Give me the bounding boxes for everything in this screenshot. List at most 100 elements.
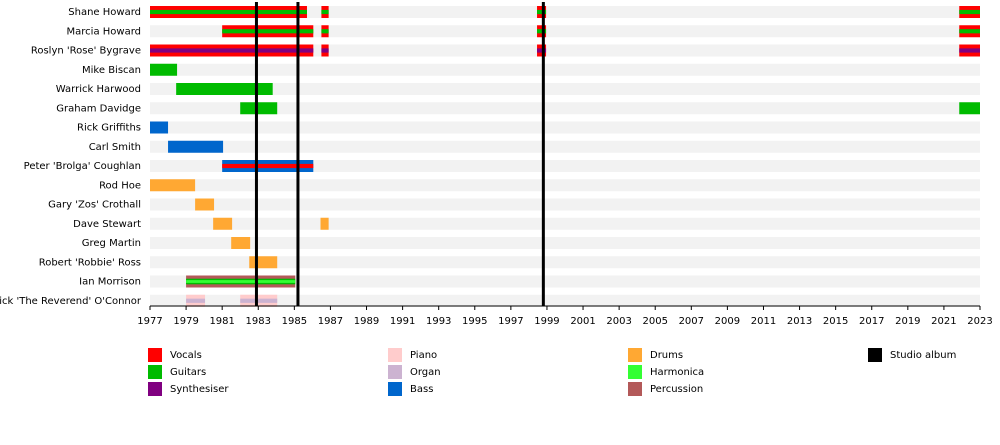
bar-stripe [222, 163, 314, 169]
x-tick-label: 2007 [679, 316, 704, 327]
member-label: Mick 'The Reverend' O'Connor [0, 296, 142, 307]
x-tick-label: 1981 [209, 316, 234, 327]
x-tick-label: 1985 [282, 316, 307, 327]
row-background [150, 179, 980, 192]
bar-stripe [537, 9, 547, 15]
x-tick-label: 2003 [606, 316, 631, 327]
member-label: Warrick Harwood [56, 84, 141, 95]
legend-swatch [388, 348, 402, 362]
legend-label: Organ [410, 367, 441, 378]
member-label: Dave Stewart [73, 219, 141, 230]
x-tick-label: 2005 [642, 316, 667, 327]
bar [150, 121, 169, 134]
row-background [150, 25, 980, 38]
x-tick-label: 2019 [895, 316, 920, 327]
x-tick-label: 2013 [787, 316, 812, 327]
x-tick-label: 2011 [751, 316, 776, 327]
row-background [150, 44, 980, 57]
member-label: Greg Martin [82, 238, 141, 249]
legend-label: Bass [410, 384, 433, 395]
member-label: Robert 'Robbie' Ross [39, 257, 141, 268]
bar-stripe [150, 48, 314, 53]
bar [213, 217, 233, 230]
member-label: Graham Davidge [56, 103, 141, 114]
bar-stripe [959, 29, 980, 34]
x-tick-label: 1997 [498, 316, 523, 327]
row-background [150, 237, 980, 249]
legend-swatch [628, 365, 642, 379]
legend-swatch [388, 365, 402, 379]
row-background [150, 140, 980, 153]
x-tick-label: 2009 [715, 316, 740, 327]
bar-stripe [959, 9, 980, 15]
legend-swatch [148, 365, 162, 379]
x-tick-label: 2015 [823, 316, 848, 327]
member-label: Gary 'Zos' Crothall [48, 200, 141, 211]
bar [959, 102, 980, 115]
bar [320, 217, 329, 230]
bar-stripe [150, 9, 307, 15]
member-label: Ian Morrison [79, 277, 141, 288]
member-label: Rod Hoe [99, 180, 141, 191]
bar-stripe [959, 48, 980, 53]
legend-swatch [628, 348, 642, 362]
row-background [150, 121, 980, 134]
x-tick-label: 1989 [354, 316, 379, 327]
bar-stripe [321, 48, 329, 53]
legend-swatch [628, 382, 642, 396]
member-label: Marcia Howard [67, 26, 141, 37]
row-background [150, 63, 980, 76]
member-label: Roslyn 'Rose' Bygrave [31, 46, 141, 57]
x-tick-label: 1977 [137, 316, 162, 327]
x-tick-label: 1991 [390, 316, 415, 327]
bar [240, 102, 278, 115]
x-tick-label: 1995 [462, 316, 487, 327]
x-tick-label: 1987 [318, 316, 343, 327]
bar [150, 179, 196, 192]
row-background [150, 198, 980, 211]
bar-stripe [222, 29, 314, 34]
legend-label: Drums [650, 350, 683, 361]
x-tick-label: 2017 [859, 316, 884, 327]
row-background [150, 6, 980, 18]
row-background [150, 275, 980, 288]
legend-label: Synthesiser [170, 384, 229, 395]
bar [249, 256, 278, 269]
member-label: Rick Griffiths [77, 123, 141, 134]
legend-label: Studio album [890, 350, 956, 361]
legend-label: Harmonica [650, 367, 704, 378]
member-label: Mike Biscan [82, 65, 141, 76]
legend-swatch [388, 382, 402, 396]
legend-swatch [148, 348, 162, 362]
legend-label: Piano [410, 350, 437, 361]
member-label: Carl Smith [89, 142, 141, 153]
bar-stripe [240, 298, 278, 303]
bar-stripe [537, 48, 547, 53]
member-label: Peter 'Brolga' Coughlan [24, 161, 141, 172]
x-tick-label: 1999 [534, 316, 559, 327]
bar [195, 198, 215, 211]
bar-stripe [186, 298, 206, 303]
row-background [150, 294, 980, 307]
x-tick-label: 2023 [967, 316, 992, 327]
legend-swatch [868, 348, 882, 362]
bar [176, 83, 273, 95]
bar-stripe [321, 9, 329, 15]
x-tick-label: 1993 [426, 316, 451, 327]
bar [231, 237, 251, 249]
bar-stripe [186, 280, 296, 283]
legend-label: Percussion [650, 384, 703, 395]
bar-stripe [321, 29, 329, 34]
bar [168, 140, 224, 153]
bar-stripe [537, 29, 547, 34]
row-background [150, 160, 980, 172]
row-background [150, 217, 980, 230]
x-tick-label: 2001 [570, 316, 595, 327]
member-label: Shane Howard [68, 7, 141, 18]
row-background [150, 256, 980, 269]
x-tick-label: 1979 [173, 316, 198, 327]
legend-swatch [148, 382, 162, 396]
legend-label: Guitars [170, 367, 206, 378]
bar [150, 63, 178, 76]
